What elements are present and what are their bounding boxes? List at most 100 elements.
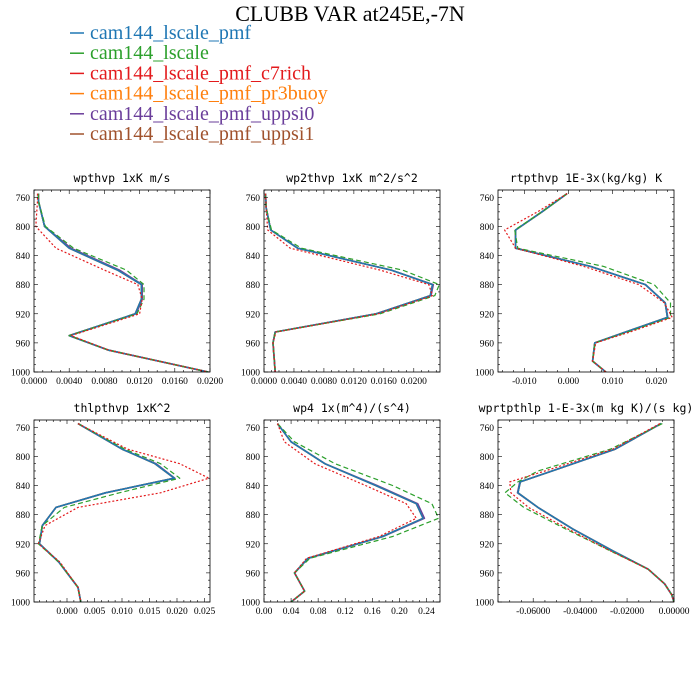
x-tick-label: 0.00 (256, 607, 273, 617)
y-tick-label: 760 (480, 424, 495, 434)
x-tick-label: 0.0000 (21, 377, 47, 387)
panel-title: wprtpthlp 1-E-3x(m kg K)/(s kg) (479, 401, 694, 415)
x-tick-label: 0.000 (56, 607, 78, 617)
y-tick-label: 960 (246, 569, 261, 579)
series-line-cam144_lscale (37, 193, 209, 372)
y-tick-label: 880 (246, 511, 261, 521)
series-line-cam144_lscale_pmf (264, 193, 434, 372)
panel-title: thlpthvp 1xK^2 (74, 401, 171, 415)
series-line-cam144_lscale_pmf_uppsi1 (38, 422, 176, 602)
series-line-cam144_lscale (514, 193, 672, 372)
y-tick-label: 840 (16, 482, 31, 492)
series-line-cam144_lscale (264, 193, 440, 372)
x-tick-label: 0.0080 (311, 377, 337, 387)
series-line-cam144_lscale_pmf_c7rich (504, 193, 673, 372)
y-tick-label: 800 (480, 453, 495, 463)
series-line-cam144_lscale_pmf_pr3buoy (514, 192, 669, 372)
series-line-cam144_lscale (277, 423, 440, 602)
series-group (264, 193, 440, 372)
series-line-cam144_lscale_pmf_uppsi1 (264, 193, 434, 372)
x-tick-label: 0.010 (111, 607, 133, 617)
x-tick-label: -0.010 (512, 377, 537, 387)
panel-5: wp4 1x(m^4)/(s^4)76080084088092096010000… (241, 401, 441, 617)
plot-frame (263, 419, 441, 603)
panel-1: wpthvp 1xK m/s76080084088092096010000.00… (11, 171, 223, 387)
y-tick-label: 840 (480, 252, 495, 262)
y-tick-label: 1000 (11, 599, 30, 609)
series-line-cam144_lscale_pmf_uppsi0 (38, 422, 176, 602)
series-group (35, 193, 209, 372)
series-line-cam144_lscale_pmf_uppsi1 (514, 192, 669, 372)
series-line-cam144_lscale_pmf_pr3buoy (517, 422, 674, 602)
series-line-cam144_lscale_pmf_uppsi0 (514, 192, 669, 372)
y-tick-label: 800 (16, 453, 31, 463)
series-line-cam144_lscale_pmf_pr3buoy (276, 423, 424, 602)
y-tick-label: 800 (480, 223, 495, 233)
y-tick-label: 800 (16, 223, 31, 233)
series-line-cam144_lscale_pmf_uppsi0 (264, 193, 435, 372)
y-tick-label: 760 (480, 194, 495, 204)
series-group (504, 422, 674, 602)
y-tick-label: 960 (16, 339, 31, 349)
legend-label-cam144_lscale_pmf: cam144_lscale_pmf (90, 22, 251, 44)
panel-title: wpthvp 1xK m/s (74, 171, 171, 185)
legend: cam144_lscale_pmfcam144_lscalecam144_lsc… (70, 22, 328, 145)
legend-label-cam144_lscale_pmf_uppsi1: cam144_lscale_pmf_uppsi1 (90, 123, 314, 145)
y-tick-label: 800 (246, 223, 261, 233)
x-tick-label: 0.0040 (56, 377, 82, 387)
series-line-cam144_lscale_pmf_c7rich (35, 193, 209, 372)
x-tick-label: 0.000 (558, 377, 580, 387)
y-tick-label: 960 (480, 339, 495, 349)
panel-6: wprtpthlp 1-E-3x(m kg K)/(s kg) 760 800 840… (475, 401, 693, 617)
x-tick-label: 0.0160 (162, 377, 188, 387)
y-tick-label: 880 (16, 281, 31, 291)
panel-title: rtpthvp 1E-3x(kg/kg) K (510, 171, 662, 185)
series-line-cam144_lscale_pmf_c7rich (509, 423, 674, 602)
panel-4: thlpthvp 1xK^2 760 800 840 880 920 960 1000 0.00… (11, 401, 215, 617)
y-tick-label: 1000 (475, 599, 494, 609)
y-tick-label: 840 (246, 482, 261, 492)
y-tick-label: 880 (16, 511, 31, 521)
series-line-cam144_lscale_pmf_uppsi0 (516, 422, 674, 602)
y-tick-label: 760 (246, 424, 261, 434)
y-tick-label: 920 (480, 310, 495, 320)
y-tick-label: 840 (480, 482, 495, 492)
y-tick-label: 880 (480, 281, 495, 291)
series-line-cam144_lscale (37, 423, 181, 602)
panel-title: wp4 1x(m^4)/(s^4) (293, 401, 411, 415)
series-line-cam144_lscale_pmf (276, 423, 424, 602)
y-tick-label: 920 (480, 540, 495, 550)
x-tick-label: 0.0120 (127, 377, 153, 387)
plot-frame (33, 189, 211, 373)
x-tick-label: 0.0000 (251, 377, 277, 387)
x-tick-label: 0.24 (418, 607, 435, 617)
plot-frame (263, 189, 441, 373)
series-line-cam144_lscale_pmf (514, 192, 669, 372)
x-tick-label: 0.0080 (91, 377, 117, 387)
series-line-cam144_lscale_pmf_pr3buoy (264, 193, 434, 372)
series-line-cam144_lscale_pmf (38, 422, 176, 602)
series-line-cam144_lscale_pmf (37, 193, 209, 372)
y-tick-label: 880 (480, 511, 495, 521)
series-group (37, 422, 210, 602)
plot-frame (497, 419, 675, 603)
series-group (276, 423, 440, 602)
series-line-cam144_lscale_pmf_uppsi1 (276, 423, 424, 602)
x-tick-label: 0.025 (194, 607, 216, 617)
x-tick-label: 0.020 (646, 377, 668, 387)
y-tick-label: 880 (246, 281, 261, 291)
series-line-cam144_lscale_pmf_c7rich (37, 423, 210, 602)
y-tick-label: 920 (16, 310, 31, 320)
y-tick-label: 920 (16, 540, 31, 550)
y-tick-label: 1000 (11, 369, 30, 379)
series-line-cam144_lscale (504, 423, 674, 602)
chart-panels: wpthvp 1xK m/s76080084088092096010000.00… (11, 171, 693, 617)
x-tick-label: -0.06000 (516, 607, 550, 617)
x-tick-label: 0.12 (337, 607, 354, 617)
series-line-cam144_lscale_pmf_pr3buoy (38, 422, 176, 602)
panel-2: wp2thvp 1xK m^2/s^2 760 800 840 880 920 960 100… (241, 171, 441, 387)
y-tick-label: 960 (246, 339, 261, 349)
y-tick-label: 760 (16, 194, 31, 204)
x-tick-label: 0.0200 (401, 377, 427, 387)
